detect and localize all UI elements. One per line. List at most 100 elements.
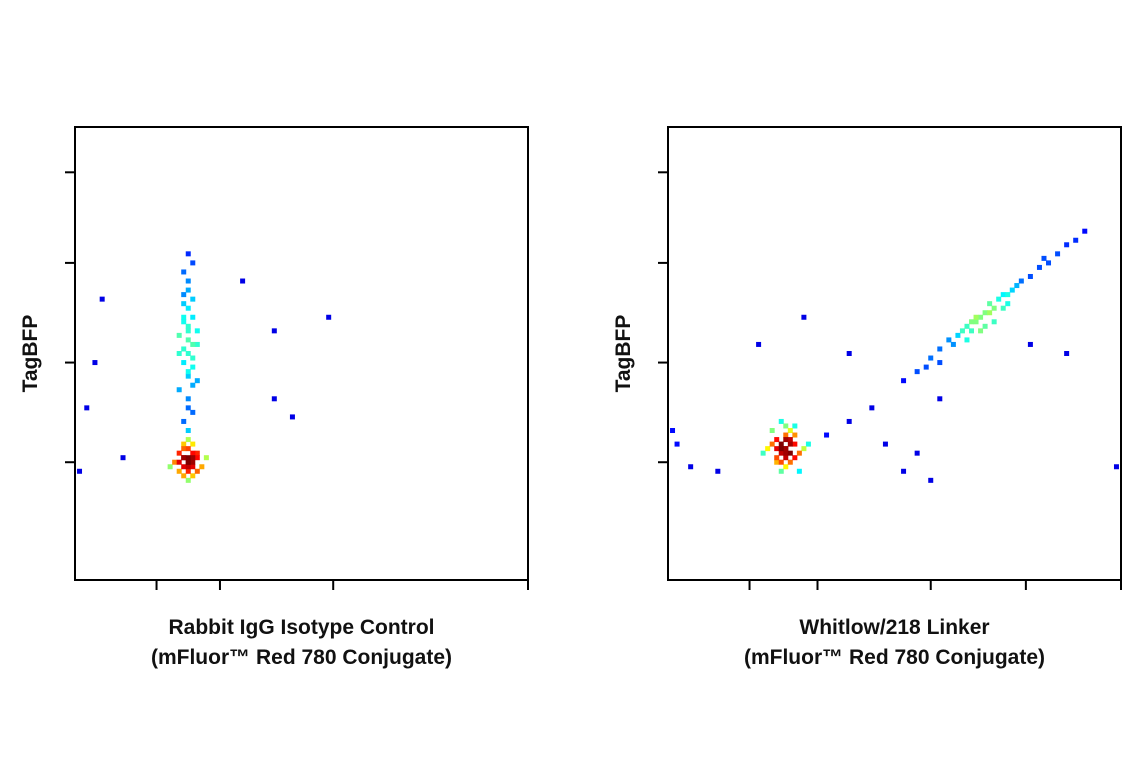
event-point [194, 455, 200, 461]
event-point [792, 423, 798, 429]
event-point [937, 360, 943, 366]
x-axis-label: Rabbit IgG Isotype Control [169, 616, 435, 639]
event-point [783, 464, 789, 470]
event-point [901, 468, 907, 474]
event-point [1000, 292, 1006, 298]
event-point [181, 446, 187, 452]
event-point [973, 319, 979, 325]
plot-frame [74, 126, 529, 581]
event-point [185, 405, 191, 411]
event-point [670, 428, 676, 434]
event-point [190, 314, 196, 320]
event-point [869, 405, 875, 411]
event-point [99, 296, 105, 302]
event-point [185, 396, 191, 402]
event-point [194, 468, 200, 474]
event-point [946, 337, 952, 343]
event-point [185, 351, 191, 356]
event-point [805, 441, 811, 447]
event-point [778, 441, 784, 447]
event-point [120, 455, 126, 461]
event-point [190, 260, 196, 266]
event-point [937, 346, 943, 352]
event-point [824, 432, 830, 438]
event-point [1073, 237, 1079, 243]
event-point [964, 323, 970, 329]
event-point [185, 278, 191, 284]
event-point [969, 328, 975, 334]
event-point [1041, 255, 1047, 261]
event-point [923, 364, 929, 370]
event-point [978, 328, 984, 334]
event-point [774, 459, 780, 465]
event-point [987, 301, 993, 307]
event-point [796, 450, 802, 456]
event-point [796, 468, 802, 474]
event-point [181, 292, 187, 298]
event-point [778, 468, 784, 474]
event-point [1046, 260, 1052, 266]
event-point [176, 332, 182, 338]
event-point [181, 314, 187, 320]
event-point [199, 464, 205, 470]
event-point [774, 455, 780, 461]
event-point [1000, 305, 1006, 311]
event-point [801, 446, 807, 452]
event-point [756, 341, 762, 347]
event-point [190, 455, 196, 461]
event-point [190, 355, 196, 361]
event-point [674, 441, 680, 447]
event-point [778, 459, 784, 465]
event-point [185, 305, 191, 311]
event-point [1055, 251, 1061, 257]
event-point [190, 464, 196, 470]
event-point [185, 328, 191, 334]
event-point [77, 468, 83, 474]
event-point [181, 269, 187, 275]
event-point [194, 378, 200, 384]
event-point [774, 446, 780, 452]
event-point [783, 455, 789, 461]
event-point [1113, 464, 1119, 470]
event-point [181, 441, 187, 447]
event-point [185, 437, 191, 443]
event-point [194, 450, 200, 456]
event-point [787, 437, 793, 443]
event-point [1082, 228, 1088, 234]
event-point [185, 459, 191, 465]
event-point [190, 473, 196, 479]
event-point [181, 464, 187, 470]
event-point [181, 301, 187, 307]
event-point [240, 278, 246, 284]
event-point [787, 450, 793, 456]
event-point [982, 323, 988, 329]
event-point [792, 441, 798, 447]
event-point [928, 355, 934, 361]
event-point [950, 341, 956, 347]
event-point [987, 310, 993, 316]
event-point [185, 287, 191, 293]
event-point [181, 346, 187, 352]
event-point [969, 319, 975, 325]
event-point [203, 455, 209, 461]
event-point [92, 360, 98, 366]
event-point [978, 314, 984, 320]
plot-frame [667, 126, 1122, 581]
event-point [185, 428, 191, 434]
event-point [765, 446, 771, 452]
event-point [1064, 351, 1070, 356]
event-point [991, 305, 997, 311]
x-axis-label: (mFluor™ Red 780 Conjugate) [151, 646, 452, 669]
event-point [172, 459, 178, 465]
x-axis-label: (mFluor™ Red 780 Conjugate) [744, 646, 1045, 669]
event-point [181, 319, 187, 325]
event-point [1014, 283, 1020, 289]
event-point [846, 418, 852, 424]
x-axis-label: Whitlow/218 Linker [799, 616, 989, 639]
event-point [1005, 301, 1011, 307]
event-point [271, 396, 277, 402]
event-point [185, 468, 191, 474]
event-point [792, 455, 798, 461]
event-point [882, 441, 888, 447]
event-point [769, 441, 775, 447]
